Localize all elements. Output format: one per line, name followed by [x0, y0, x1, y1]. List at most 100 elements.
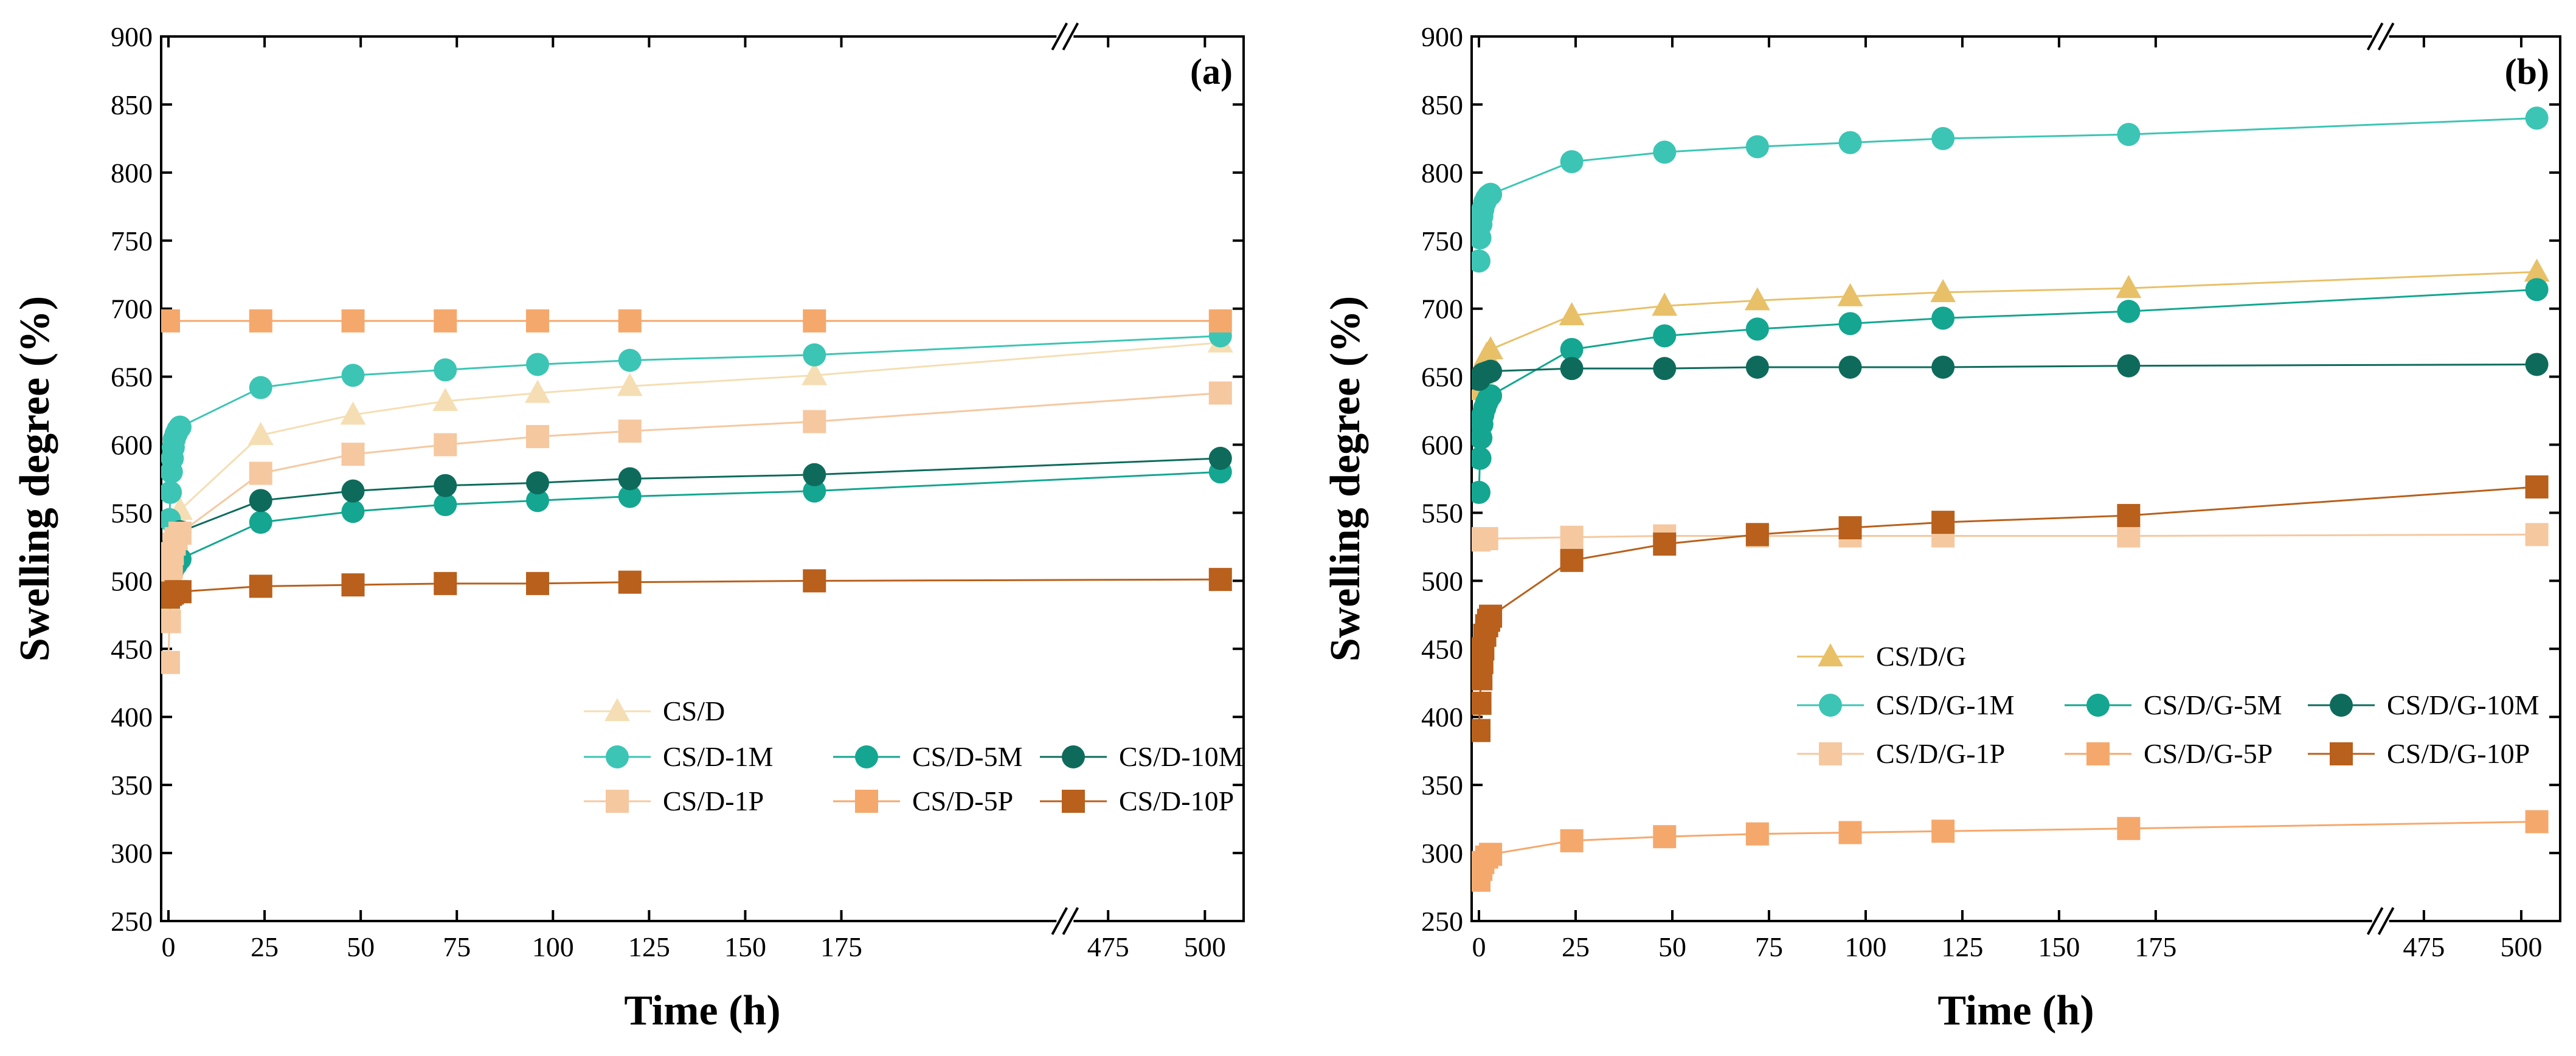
data-point: [618, 309, 642, 333]
legend-label: CS/D/G-5M: [2144, 689, 2282, 720]
series-cs-d-1m: [161, 324, 1232, 565]
y-tick-label: 450: [111, 633, 153, 664]
y-tick-label: 350: [111, 770, 153, 801]
series-cs-d-1p: [161, 381, 1232, 674]
data-point: [434, 571, 457, 595]
data-point: [434, 309, 457, 333]
x-tick-label: 25: [1562, 931, 1590, 962]
data-point: [525, 379, 550, 403]
y-tick-label: 250: [1421, 906, 1463, 937]
data-point: [434, 358, 457, 382]
data-point: [341, 500, 365, 523]
data-point: [1560, 357, 1584, 381]
data-point: [1931, 511, 1955, 534]
plot-frame: [160, 35, 1245, 922]
series-line: [167, 471, 1220, 595]
data-point: [618, 570, 642, 594]
plot-frame: [1470, 35, 2561, 922]
data-point: [803, 463, 826, 486]
data-point: [1931, 355, 1955, 379]
y-tick-label: 250: [111, 906, 153, 937]
data-point: [803, 479, 826, 503]
data-point: [1745, 135, 1769, 159]
series-line: [167, 392, 1220, 663]
data-point: [1472, 249, 1491, 273]
data-point: [2525, 106, 2549, 130]
axis-break-mark: [1051, 907, 1068, 935]
data-point: [1472, 480, 1491, 504]
legend-marker: [855, 745, 878, 768]
legend-label: CS/D-10P: [1119, 785, 1234, 816]
axis-break-mark: [2377, 22, 2395, 50]
data-point: [1479, 843, 1503, 866]
data-point: [1652, 292, 1678, 316]
data-point: [526, 471, 550, 495]
x-tick-label: 475: [2403, 931, 2445, 962]
data-point: [618, 467, 642, 491]
x-tick-label: 50: [1658, 931, 1686, 962]
axis-break-mark: [1062, 907, 1079, 935]
y-tick-label: 300: [111, 838, 153, 869]
data-point: [434, 493, 457, 517]
legend-label: CS/D/G-10M: [2387, 689, 2539, 720]
y-tick-label: 400: [1421, 702, 1463, 733]
data-point: [1560, 150, 1584, 173]
data-point: [1472, 691, 1492, 715]
data-point: [2525, 353, 2549, 376]
legend-label: CS/D/G-5P: [2144, 738, 2273, 769]
data-point: [341, 573, 365, 597]
legend-marker: [1062, 790, 1085, 813]
data-point: [1653, 532, 1677, 556]
legend-label: CS/D/G-10P: [2387, 738, 2530, 769]
x-tick-label: 475: [1087, 931, 1129, 962]
data-point: [341, 479, 365, 503]
legend-marker: [2330, 742, 2353, 765]
y-tick-label: 900: [111, 21, 153, 52]
data-point: [1472, 446, 1492, 470]
data-point: [161, 610, 181, 633]
data-point: [249, 461, 272, 485]
y-tick-label: 600: [1421, 430, 1463, 461]
y-tick-label: 650: [1421, 362, 1463, 393]
data-point: [1745, 822, 1769, 846]
data-point: [1838, 312, 1862, 336]
data-point: [161, 309, 180, 333]
y-tick-label: 350: [1421, 770, 1463, 801]
data-point: [248, 422, 274, 446]
series-line: [1478, 288, 2537, 492]
y-tick-label: 700: [111, 294, 153, 325]
data-point: [2525, 278, 2549, 302]
x-axis-title: Time (h): [624, 987, 780, 1034]
y-tick-label: 500: [111, 565, 153, 596]
data-point: [618, 485, 642, 508]
y-tick-label: 550: [111, 497, 153, 528]
data-point: [434, 433, 457, 457]
series-cs-d-g-1p: [1472, 523, 2549, 552]
data-point: [1653, 324, 1677, 348]
data-point: [249, 575, 272, 598]
series-line: [1478, 821, 2537, 881]
plot-area: [1472, 106, 2550, 892]
data-point: [341, 364, 365, 387]
legend-marker: [2086, 694, 2110, 717]
data-point: [1838, 516, 1862, 540]
x-tick-label: 0: [1472, 931, 1486, 962]
data-point: [802, 362, 828, 385]
data-point: [341, 309, 365, 333]
x-tick-label: 175: [2135, 931, 2176, 962]
legend-marker: [855, 790, 878, 813]
legend: CS/D/G CS/D/G-1M CS/D/G-5M CS/D/G-10M CS/D/G…: [1797, 641, 2539, 769]
data-point: [249, 511, 272, 534]
series-line: [167, 334, 1220, 554]
legend-marker: [1818, 643, 1843, 667]
y-tick-label: 400: [111, 702, 153, 733]
data-point: [1930, 278, 1956, 302]
data-point: [1745, 317, 1769, 341]
data-point: [2117, 524, 2141, 548]
data-point: [1479, 359, 1503, 383]
data-point: [1208, 381, 1232, 405]
data-point: [1560, 829, 1584, 852]
axis-break-mark: [1051, 22, 1068, 50]
data-point: [249, 489, 272, 512]
